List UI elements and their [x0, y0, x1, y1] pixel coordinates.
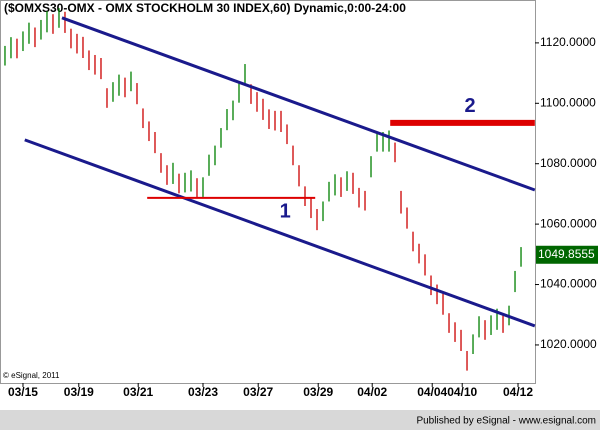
y-tick-label: 1120.0000: [540, 35, 596, 49]
y-tick-label: 1020.0000: [540, 337, 597, 351]
trendline: [61, 16, 536, 192]
last-price-label: 1049.8555: [538, 247, 595, 261]
x-tick-label: 03/23: [188, 385, 218, 399]
annotation: 1: [280, 200, 291, 222]
x-tick-label: 03/29: [303, 385, 333, 399]
annotation: 2: [464, 95, 475, 117]
x-tick-label: 04/04: [417, 385, 447, 399]
x-tick-label: 03/27: [243, 385, 273, 399]
y-tick-label: 1060.0000: [540, 216, 597, 230]
x-tick-label: 04/10: [447, 385, 477, 399]
y-tick-label: 1100.0000: [540, 95, 596, 109]
last-price-box: [536, 245, 598, 264]
y-tick-label: 1040.0000: [540, 277, 597, 291]
footer-bar: [0, 410, 600, 430]
plot-frame: [0, 0, 536, 384]
chart-title: ($OMXS30-OMX - OMX STOCKHOLM 30 INDEX,60…: [4, 1, 406, 15]
x-tick-label: 03/15: [8, 385, 38, 399]
trendline: [24, 138, 536, 328]
footer-text: Published by eSignal - www.esignal.com: [416, 416, 596, 427]
x-tick-label: 03/21: [123, 385, 153, 399]
x-tick-label: 03/19: [64, 385, 94, 399]
y-tick-label: 1080.0000: [540, 156, 597, 170]
x-tick-label: 04/12: [503, 385, 533, 399]
x-tick-label: 04/02: [357, 385, 387, 399]
copyright: © eSignal, 2011: [3, 371, 60, 380]
